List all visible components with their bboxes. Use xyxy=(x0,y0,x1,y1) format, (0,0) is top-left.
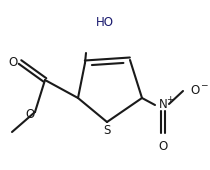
Text: O: O xyxy=(158,140,168,154)
Text: O: O xyxy=(25,107,35,121)
Text: O: O xyxy=(190,83,200,97)
Text: −: − xyxy=(200,81,208,89)
Text: O: O xyxy=(8,55,18,69)
Text: +: + xyxy=(166,95,174,104)
Text: S: S xyxy=(103,124,111,138)
Text: HO: HO xyxy=(96,15,114,29)
Text: N: N xyxy=(159,98,167,112)
